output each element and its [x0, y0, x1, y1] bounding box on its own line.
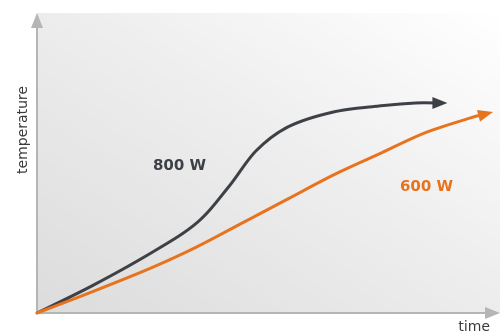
- plot-background: [37, 13, 500, 313]
- series-line-0: [35, 101, 436, 315]
- series-line-1: [35, 113, 482, 315]
- series-arrowhead-1: [476, 110, 493, 122]
- y-axis-label: temperature: [15, 86, 31, 174]
- x-axis-arrow: [485, 307, 500, 319]
- series-label-800w: 800 W: [153, 156, 207, 174]
- y-axis-arrow: [31, 13, 43, 28]
- x-axis-label: time: [458, 319, 490, 334]
- series-arrowhead-0: [432, 97, 448, 109]
- series-layer: [35, 97, 493, 315]
- series-label-600w: 600 W: [400, 177, 454, 195]
